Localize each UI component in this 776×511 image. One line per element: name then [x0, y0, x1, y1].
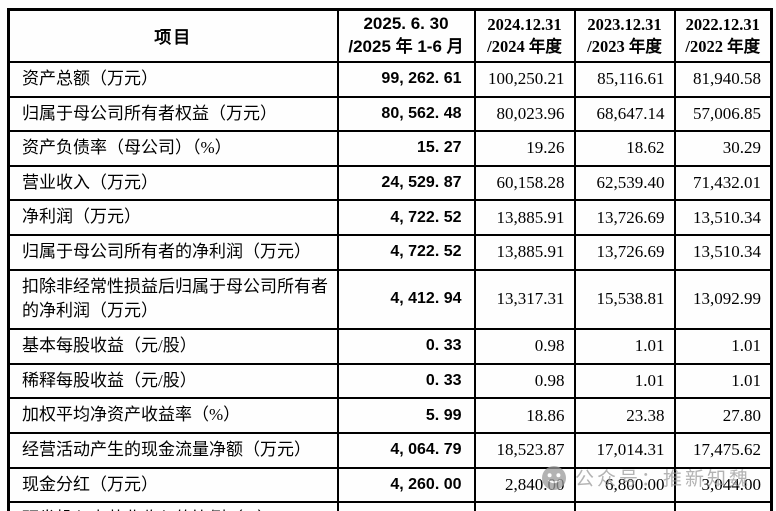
value-past-period: 15,538.81: [573, 268, 676, 331]
header-period-date: 2023.12.31: [587, 14, 662, 34]
value-current-period: 0. 33: [336, 362, 476, 400]
row-label: 净利润（万元）: [7, 199, 339, 237]
header-item-label: 项目: [7, 8, 339, 63]
value-past-period: 68,647.14: [573, 95, 676, 133]
table-row: 归属于母公司所有者权益（万元） 80, 562. 48 80,023.96 68,64…: [7, 95, 773, 133]
table-row: 归属于母公司所有者的净利润（万元） 4, 722. 52 13,885.91 13,7…: [7, 234, 773, 271]
table-row: 稀释每股收益（元/股） 0. 33 0.98 1.01 1.01: [7, 362, 773, 400]
header-period-2022: 2022.12.31 /2022 年度: [673, 8, 773, 63]
value-past-period: 2,840.00: [473, 466, 576, 504]
table-row: 扣除非经常性损益后归属于母公司所有者的净利润（万元） 4, 412. 94 13,3…: [7, 268, 773, 331]
table-row: 净利润（万元） 4, 722. 52 13,885.91 13,726.69 13,51…: [7, 199, 773, 237]
header-period-range: /2025 年 1-6 月: [348, 36, 464, 56]
value-past-period: 2.64: [673, 501, 773, 511]
value-past-period: 100,250.21: [473, 60, 576, 98]
table-row: 资产负债率（母公司）（%） 15. 27 19.26 18.62 30.29: [7, 130, 773, 167]
row-label: 现金分红（万元）: [7, 466, 339, 504]
header-period-date: 2022.12.31: [685, 14, 760, 34]
value-past-period: 0.98: [473, 362, 576, 400]
value-past-period: 13,726.69: [573, 199, 676, 237]
value-past-period: 17,014.31: [573, 431, 676, 469]
value-current-period: 99, 262. 61: [336, 60, 476, 98]
value-past-period: 3.67: [473, 501, 576, 511]
header-period-2025-h1: 2025. 6. 30 /2025 年 1-6 月: [336, 8, 476, 63]
value-past-period: 13,885.91: [473, 234, 576, 271]
value-past-period: 17,475.62: [673, 431, 773, 469]
value-past-period: 3,044.00: [673, 466, 773, 504]
row-label: 资产负债率（母公司）（%）: [7, 130, 339, 167]
value-past-period: 0.98: [473, 328, 576, 365]
row-label: 加权平均净资产收益率（%）: [7, 397, 339, 434]
value-past-period: 18,523.87: [473, 431, 576, 469]
row-label: 基本每股收益（元/股）: [7, 328, 339, 365]
value-current-period: 3. 96: [336, 501, 476, 511]
table-row: 资产总额（万元） 99, 262. 61 100,250.21 85,116.61 81…: [7, 60, 773, 98]
value-current-period: 0. 33: [336, 328, 476, 365]
header-period-2023: 2023.12.31 /2023 年度: [573, 8, 676, 63]
row-label: 归属于母公司所有者权益（万元）: [7, 95, 339, 133]
header-row: 项目 2025. 6. 30 /2025 年 1-6 月 2024.12.31 …: [7, 8, 773, 63]
row-label: 营业收入（万元）: [7, 164, 339, 202]
value-past-period: 1.01: [673, 328, 773, 365]
value-past-period: 85,116.61: [573, 60, 676, 98]
value-past-period: 6,800.00: [573, 466, 676, 504]
header-period-date: 2024.12.31: [487, 14, 562, 34]
value-past-period: 1.01: [673, 362, 773, 400]
value-past-period: 13,510.34: [673, 234, 773, 271]
table-row: 营业收入（万元） 24, 529. 87 60,158.28 62,539.40 71,…: [7, 164, 773, 202]
value-past-period: 13,726.69: [573, 234, 676, 271]
value-past-period: 4.37: [573, 501, 676, 511]
table-row: 经营活动产生的现金流量净额（万元） 4, 064. 79 18,523.87 17,0…: [7, 431, 773, 469]
row-label: 研发投入占营业收入的比例（%）: [7, 501, 339, 511]
value-past-period: 80,023.96: [473, 95, 576, 133]
value-current-period: 15. 27: [336, 130, 476, 167]
value-past-period: 71,432.01: [673, 164, 773, 202]
table-row: 现金分红（万元） 4, 260. 00 2,840.00 6,800.00 3,044.…: [7, 466, 773, 504]
value-past-period: 30.29: [673, 130, 773, 167]
table-row: 加权平均净资产收益率（%） 5. 99 18.86 23.38 27.80: [7, 397, 773, 434]
header-period-range: /2022 年度: [685, 36, 761, 56]
header-period-range: /2024 年度: [487, 36, 562, 56]
value-current-period: 80, 562. 48: [336, 95, 476, 133]
value-current-period: 4, 722. 52: [336, 199, 476, 237]
financial-summary-table: 项目 2025. 6. 30 /2025 年 1-6 月 2024.12.31 …: [7, 8, 773, 511]
value-current-period: 4, 260. 00: [336, 466, 476, 504]
value-past-period: 13,092.99: [673, 268, 773, 331]
value-past-period: 62,539.40: [573, 164, 676, 202]
value-past-period: 18.62: [573, 130, 676, 167]
value-past-period: 13,317.31: [473, 268, 576, 331]
table-row: 研发投入占营业收入的比例（%）3. 963.674.372.64: [7, 501, 773, 511]
value-past-period: 60,158.28: [473, 164, 576, 202]
value-current-period: 4, 412. 94: [336, 268, 476, 331]
value-past-period: 81,940.58: [673, 60, 773, 98]
value-past-period: 23.38: [573, 397, 676, 434]
row-label: 经营活动产生的现金流量净额（万元）: [7, 431, 339, 469]
value-current-period: 4, 064. 79: [336, 431, 476, 469]
row-label: 归属于母公司所有者的净利润（万元）: [7, 234, 339, 271]
value-past-period: 27.80: [673, 397, 773, 434]
header-period-2024: 2024.12.31 /2024 年度: [473, 8, 576, 63]
value-current-period: 24, 529. 87: [336, 164, 476, 202]
value-current-period: 5. 99: [336, 397, 476, 434]
table-row: 基本每股收益（元/股） 0. 33 0.98 1.01 1.01: [7, 328, 773, 365]
value-past-period: 18.86: [473, 397, 576, 434]
row-label: 稀释每股收益（元/股）: [7, 362, 339, 400]
header-period-range: /2023 年度: [587, 36, 662, 56]
row-label: 资产总额（万元）: [7, 60, 339, 98]
value-past-period: 13,510.34: [673, 199, 773, 237]
value-past-period: 1.01: [573, 328, 676, 365]
value-past-period: 13,885.91: [473, 199, 576, 237]
value-current-period: 4, 722. 52: [336, 234, 476, 271]
value-past-period: 1.01: [573, 362, 676, 400]
value-past-period: 57,006.85: [673, 95, 773, 133]
row-label: 扣除非经常性损益后归属于母公司所有者的净利润（万元）: [7, 268, 339, 331]
header-period-date: 2025. 6. 30: [363, 14, 449, 33]
value-past-period: 19.26: [473, 130, 576, 167]
